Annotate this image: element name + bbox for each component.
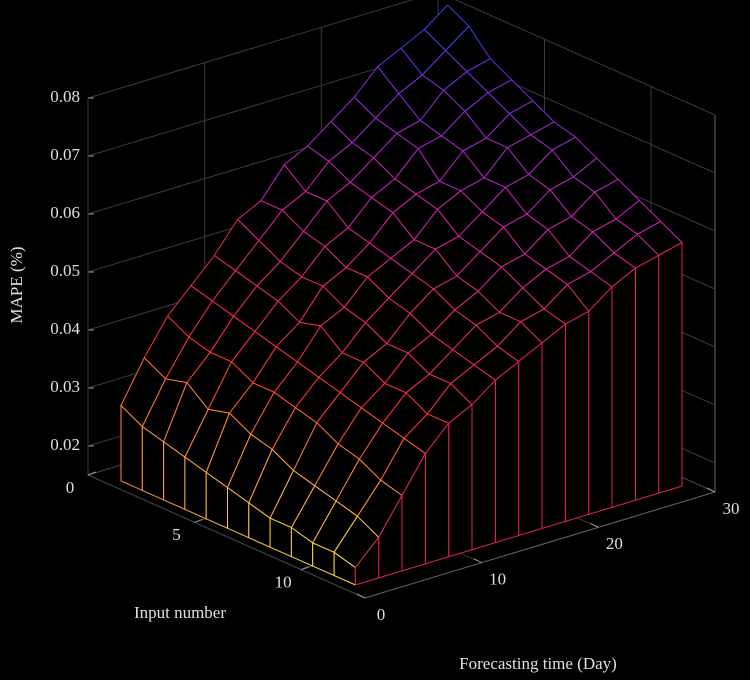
z-tick-label: 0.02 bbox=[50, 435, 80, 454]
y-tick-label: 0 bbox=[377, 605, 386, 624]
z-tick-label: 0.08 bbox=[50, 87, 80, 106]
skirt bbox=[518, 341, 543, 537]
skirt bbox=[448, 403, 473, 558]
x-tick-label: 5 bbox=[172, 525, 181, 544]
skirt bbox=[658, 241, 683, 494]
z-tick-label: 0.06 bbox=[50, 203, 80, 222]
y-tick-label: 10 bbox=[489, 570, 506, 589]
x-tick-label: 10 bbox=[275, 573, 292, 592]
y-tick bbox=[590, 522, 599, 528]
z-tick-label: 0.04 bbox=[50, 319, 80, 338]
grid-line bbox=[87, 0, 716, 116]
z-axis-label: MAPE (%) bbox=[7, 247, 26, 324]
x-tick bbox=[194, 518, 203, 523]
y-axis-label: Forecasting time (Day) bbox=[459, 654, 617, 673]
skirt bbox=[494, 360, 520, 544]
x-axis-label: Input number bbox=[134, 603, 226, 622]
x-tick bbox=[87, 471, 97, 476]
skirt bbox=[611, 267, 636, 508]
skirt bbox=[354, 535, 380, 586]
y-tick bbox=[356, 593, 366, 599]
x-tick bbox=[300, 566, 310, 571]
skirt bbox=[471, 378, 496, 551]
skirt bbox=[634, 254, 660, 501]
z-tick-label: 0.07 bbox=[50, 145, 80, 164]
x-tick-label: 0 bbox=[66, 478, 75, 497]
skirt bbox=[588, 285, 613, 515]
y-tick bbox=[706, 487, 716, 493]
y-tick bbox=[473, 558, 482, 564]
y-tick-label: 30 bbox=[723, 499, 740, 518]
box-line bbox=[364, 491, 716, 599]
skirt bbox=[564, 310, 590, 523]
z-tick-label: 0.05 bbox=[50, 261, 80, 280]
y-tick-label: 20 bbox=[606, 534, 623, 553]
z-tick-label: 0.03 bbox=[50, 377, 80, 396]
skirt bbox=[541, 323, 566, 530]
